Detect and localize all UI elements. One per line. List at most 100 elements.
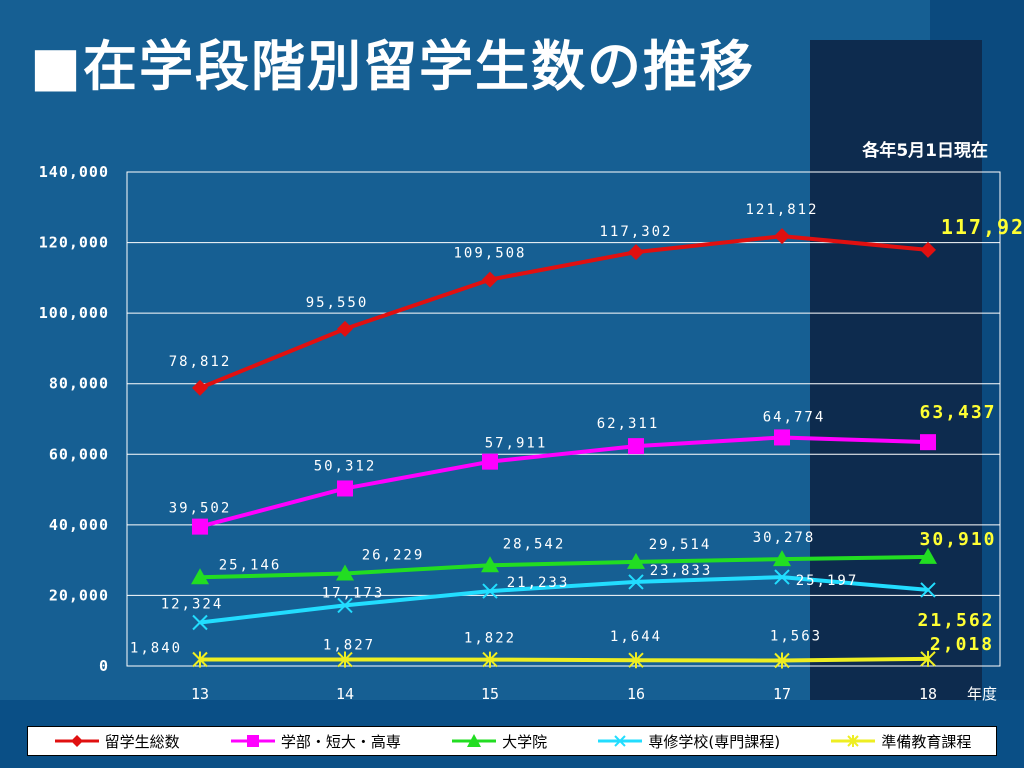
x-axis-label: 年度 (967, 685, 997, 703)
data-point (482, 453, 498, 470)
data-point (773, 550, 791, 567)
series-line (199, 656, 929, 663)
chart-legend: 留学生総数 学部・短大・高専 大学院 専修学校(専門課程) 準備教育課程 (27, 726, 997, 756)
data-label: 21,233 (507, 575, 570, 591)
legend-swatch-icon (54, 735, 99, 747)
data-label: 21,562 (917, 610, 994, 631)
x-tick-label: 15 (481, 685, 499, 703)
y-tick-label: 140,000 (39, 163, 109, 181)
data-label: 121,812 (745, 202, 818, 218)
plot-frame (126, 171, 1001, 667)
data-point (337, 651, 353, 668)
data-point (192, 379, 208, 396)
y-tick-label: 60,000 (49, 445, 109, 463)
data-label: 63,437 (919, 402, 996, 423)
data-point (628, 438, 644, 455)
data-label: 23,833 (650, 563, 713, 579)
legend-item: 学部・短大・高専 (229, 731, 401, 752)
data-point (774, 652, 790, 669)
x-tick-label: 18 (919, 685, 937, 703)
data-point (337, 320, 353, 337)
data-label: 12,324 (161, 597, 224, 613)
data-point (482, 651, 498, 668)
data-point (774, 228, 790, 245)
highlight-band (810, 40, 982, 700)
legend-item: 準備教育課程 (829, 731, 971, 752)
data-point (192, 651, 208, 668)
data-label: 2,018 (930, 634, 994, 655)
y-tick-label: 40,000 (49, 516, 109, 534)
y-tick-label: 80,000 (49, 375, 109, 393)
data-label: 26,229 (362, 547, 425, 563)
data-label: 50,312 (314, 458, 377, 474)
data-point (920, 582, 936, 598)
data-label: 78,812 (169, 354, 232, 370)
data-label: 109,508 (453, 246, 526, 262)
data-point (920, 650, 936, 667)
data-label: 29,514 (649, 537, 712, 553)
data-label: 25,146 (219, 557, 282, 573)
as-of-note: 各年5月1日現在 (862, 141, 988, 161)
legend-label: 留学生総数 (104, 732, 180, 751)
legend-swatch-icon (452, 734, 497, 747)
legend-label: 大学院 (502, 732, 548, 751)
data-point (336, 564, 354, 581)
y-tick-label: 0 (99, 657, 109, 675)
data-point (628, 652, 644, 669)
data-point (628, 574, 644, 590)
legend-label: 準備教育課程 (881, 732, 972, 751)
data-point (919, 547, 937, 564)
legend-swatch-icon (831, 735, 876, 747)
legend-item: 大学院 (450, 731, 547, 752)
data-point (481, 556, 499, 573)
x-tick-label: 14 (336, 685, 354, 703)
legend-item: 専修学校(専門課程) (596, 731, 780, 752)
y-tick-label: 100,000 (39, 304, 109, 322)
data-point (774, 569, 790, 585)
series-line (199, 554, 929, 580)
data-label: 17,173 (322, 585, 385, 601)
data-point (191, 568, 209, 585)
data-label: 62,311 (597, 416, 660, 432)
data-point (920, 241, 936, 258)
legend-swatch-icon (230, 735, 275, 747)
data-label: 95,550 (306, 295, 369, 311)
data-label: 64,774 (763, 409, 826, 425)
data-point (774, 429, 790, 446)
data-label: 39,502 (169, 501, 232, 517)
y-tick-label: 20,000 (49, 586, 109, 604)
data-point (337, 597, 353, 614)
data-point (192, 518, 208, 535)
legend-label: 学部・短大・高専 (280, 732, 401, 751)
data-label: 1,822 (464, 631, 516, 647)
page-title: ■在学段階別留学生数の推移 (30, 35, 756, 98)
data-label: 30,910 (919, 529, 996, 550)
series-line (199, 234, 929, 390)
x-tick-label: 16 (627, 685, 645, 703)
legend-label: 専修学校(専門課程) (648, 732, 781, 751)
data-label: 28,542 (503, 536, 566, 552)
series-line (199, 575, 929, 625)
data-point (482, 271, 498, 288)
x-tick-label: 17 (773, 685, 791, 703)
data-point (920, 434, 936, 451)
data-label: 1,563 (770, 628, 822, 644)
data-label: 1,840 (130, 641, 182, 657)
data-point (628, 244, 644, 261)
data-point (192, 614, 208, 631)
legend-swatch-icon (598, 735, 643, 747)
data-label: 30,278 (753, 530, 816, 546)
series-line (199, 435, 929, 529)
y-tick-label: 120,000 (39, 234, 109, 252)
data-label: 25,197 (796, 573, 859, 589)
data-label: 57,911 (485, 436, 548, 452)
data-point (482, 583, 498, 599)
legend-item: 留学生総数 (53, 731, 180, 752)
data-label: 1,827 (323, 638, 375, 654)
data-point (627, 552, 645, 569)
data-label: 117,927 (941, 215, 1024, 239)
data-label: 1,644 (610, 629, 662, 645)
data-label: 117,302 (599, 224, 672, 240)
data-point (337, 480, 353, 497)
